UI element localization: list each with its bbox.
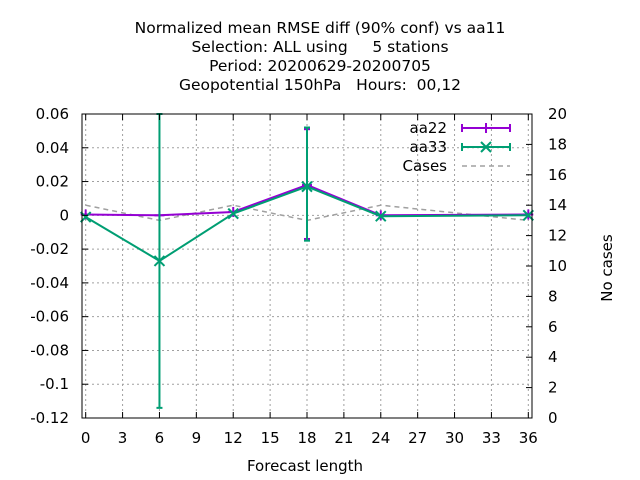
legend-item-aa33: aa33 — [410, 138, 511, 156]
chart-title: Normalized mean RMSE diff (90% conf) vs … — [135, 19, 506, 94]
x-tick-label: 30 — [445, 429, 464, 447]
legend-label-aa22: aa22 — [410, 119, 447, 137]
data-point-aa33 — [227, 207, 239, 220]
y2-tick-label: 2 — [548, 379, 558, 397]
x-tick-label: 21 — [334, 429, 353, 447]
y-tick-label: 0.04 — [36, 139, 69, 157]
series-line-aa33 — [85, 185, 529, 263]
x-tick-label: 3 — [118, 429, 128, 447]
data-point-aa33 — [153, 255, 166, 267]
y2-axis-label: No cases — [598, 234, 616, 302]
y2-tick-label: 10 — [548, 257, 567, 275]
title-line-2: Selection: ALL using 5 stations — [191, 38, 448, 56]
y2-tick-label: 14 — [548, 196, 567, 214]
legend-marker-aa22 — [481, 123, 491, 133]
title-line-3: Period: 20200629-20200705 — [209, 57, 431, 75]
x-tick-label: 24 — [371, 429, 390, 447]
legend-item-aa22: aa22 — [410, 119, 511, 137]
y2-tick-label: 20 — [548, 105, 567, 123]
x-tick-label: 0 — [81, 429, 91, 447]
y2-tick-label: 4 — [548, 348, 558, 366]
y2-tick-label: 16 — [548, 166, 567, 184]
title-line-4: Geopotential 150hPa Hours: 00,12 — [179, 76, 461, 94]
y2-tick-label: 6 — [548, 318, 558, 336]
y-tick-label: 0 — [59, 206, 69, 224]
y-tick-label: -0.12 — [30, 409, 69, 427]
y-tick-label: -0.06 — [30, 308, 69, 326]
legend-item-cases: Cases — [402, 157, 510, 175]
legend-marker-aa33 — [480, 141, 492, 153]
axis-ticks: 0 3 6 9 12 15 18 21 24 27 30 33 360.060.040.020-0.02… — [30, 105, 567, 447]
title-line-1: Normalized mean RMSE diff (90% conf) vs … — [135, 19, 506, 37]
x-axis-label: Forecast length — [247, 457, 363, 475]
error-bar-aa33 — [304, 126, 310, 242]
x-tick-label: 12 — [224, 429, 243, 447]
legend-label-aa33: aa33 — [410, 138, 447, 156]
x-tick-label: 15 — [261, 429, 280, 447]
y-tick-label: -0.08 — [30, 341, 69, 359]
y2-tick-label: 12 — [548, 227, 567, 245]
y2-tick-label: 18 — [548, 135, 567, 153]
y-tick-label: 0.06 — [36, 105, 69, 123]
x-tick-label: 18 — [297, 429, 316, 447]
x-tick-label: 6 — [155, 429, 165, 447]
y2-tick-label: 0 — [548, 409, 558, 427]
y-tick-label: 0.02 — [36, 173, 69, 191]
y-tick-label: -0.1 — [40, 375, 69, 393]
y-tick-label: -0.02 — [30, 240, 69, 258]
x-tick-label: 27 — [408, 429, 427, 447]
x-tick-label: 33 — [482, 429, 501, 447]
legend-label-cases: Cases — [402, 157, 447, 175]
x-tick-label: 9 — [192, 429, 202, 447]
data-point-aa33 — [375, 210, 387, 222]
y2-tick-label: 8 — [548, 287, 558, 305]
x-tick-label: 36 — [519, 429, 538, 447]
data-point-aa33 — [301, 180, 313, 193]
y-tick-label: -0.04 — [30, 274, 69, 292]
